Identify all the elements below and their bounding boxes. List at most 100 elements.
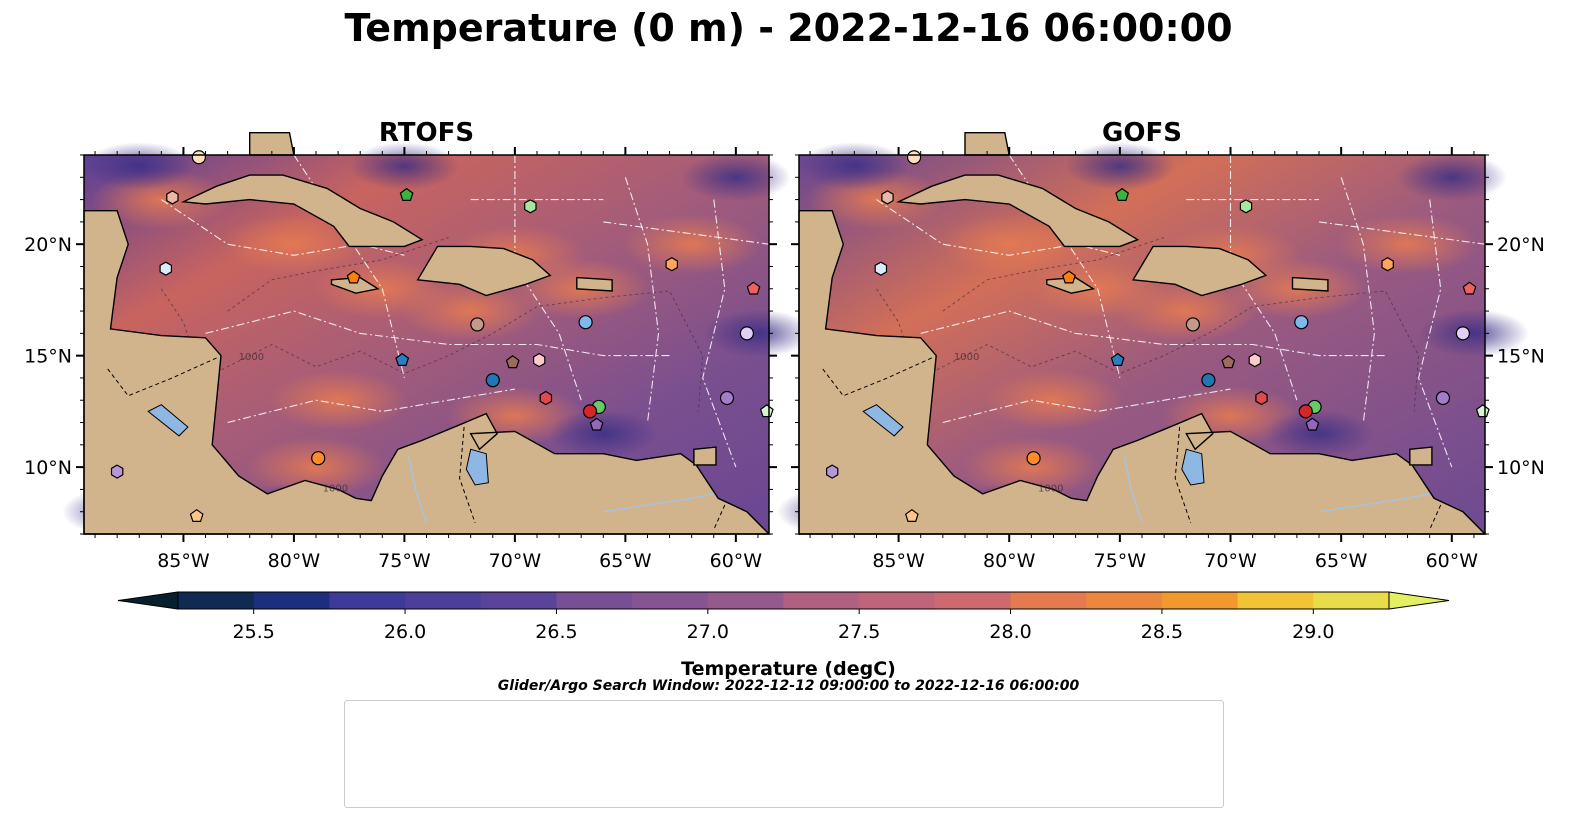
eez-boundary bbox=[205, 310, 670, 357]
float-marker-4903629 bbox=[1305, 417, 1320, 431]
colorbar-bin bbox=[1086, 592, 1163, 609]
x-tick-label: 85°W bbox=[157, 550, 210, 572]
float-marker-6903137 bbox=[166, 190, 179, 205]
land-hispaniola bbox=[1131, 245, 1268, 297]
colorbar-bin bbox=[480, 592, 558, 609]
float-marker-4903333 bbox=[399, 187, 414, 201]
eez-boundary bbox=[920, 310, 1386, 357]
country-border bbox=[459, 426, 476, 524]
float-marker-4903345 bbox=[524, 199, 537, 214]
eez-boundary bbox=[227, 388, 515, 424]
colorbar-extend-high bbox=[1388, 591, 1450, 610]
cool-anomaly bbox=[1264, 409, 1375, 458]
cool-anomaly bbox=[349, 142, 460, 191]
eez-boundary bbox=[514, 155, 582, 401]
float-marker-4902355 bbox=[665, 257, 679, 272]
lake bbox=[862, 404, 904, 437]
colorbar-tick-label: 27.5 bbox=[838, 621, 880, 643]
river bbox=[408, 455, 428, 524]
eez-boundary bbox=[624, 177, 660, 423]
y-tick-label: 10°N bbox=[1497, 457, 1545, 479]
colorbar-bin bbox=[1010, 592, 1087, 609]
cool-anomaly bbox=[1418, 309, 1529, 358]
float-marker-4902476 bbox=[904, 508, 919, 523]
land-trinidad bbox=[1409, 446, 1433, 466]
float-marker-6903135 bbox=[1221, 355, 1236, 369]
colorbar-tick-label: 28.5 bbox=[1141, 621, 1183, 643]
float-marker-4903347 bbox=[759, 404, 774, 418]
colorbar-bin bbox=[707, 592, 785, 609]
country-border bbox=[820, 357, 933, 397]
river bbox=[1123, 455, 1143, 524]
colorbar-bin bbox=[405, 592, 482, 609]
eez-boundary bbox=[1229, 155, 1298, 401]
colorbar-bin bbox=[178, 592, 255, 609]
cool-anomaly bbox=[799, 142, 910, 191]
cool-anomaly bbox=[84, 142, 195, 191]
x-tick-label: 65°W bbox=[1315, 550, 1368, 572]
float-marker-4903466 bbox=[1248, 352, 1262, 368]
colorbar-bin bbox=[1237, 592, 1314, 609]
land-central bbox=[83, 209, 771, 535]
warm-anomaly bbox=[268, 370, 409, 431]
contour-label: 1000 bbox=[954, 352, 979, 363]
float-marker-4902476 bbox=[189, 508, 204, 523]
land-trinidad bbox=[693, 446, 717, 466]
colorbar-label: Temperature (degC) bbox=[681, 658, 896, 680]
float-marker-4903352 bbox=[746, 281, 761, 295]
y-tick-label: 15°N bbox=[1497, 346, 1545, 368]
colorbar-bin bbox=[934, 592, 1012, 609]
colorbar-bin bbox=[1161, 592, 1239, 609]
eez-boundary bbox=[160, 199, 405, 256]
float-marker-6903136 bbox=[470, 317, 485, 332]
float-marker-3902457 bbox=[578, 315, 593, 330]
y-tick-label: 10°N bbox=[24, 457, 72, 479]
float-marker-4903237 bbox=[906, 150, 922, 165]
legend-box bbox=[344, 700, 1224, 808]
bathymetry-contour bbox=[160, 288, 195, 356]
float-marker-4903466 bbox=[532, 352, 546, 368]
y-tick-label: 15°N bbox=[24, 346, 72, 368]
warm-anomaly bbox=[961, 437, 1102, 498]
bathymetry-contour bbox=[920, 290, 1420, 412]
cool-anomaly bbox=[1064, 142, 1175, 191]
map-panel-rtofs: 1000 1000 85°W 80°W 75°W 70°W 65°W 60°W 20°N 15°N… bbox=[24, 131, 813, 572]
x-tick-label: 70°W bbox=[489, 550, 542, 572]
eez-boundary bbox=[1340, 177, 1375, 423]
cool-anomaly bbox=[548, 409, 659, 458]
warm-anomaly bbox=[223, 214, 364, 275]
x-tick-label: 75°W bbox=[1094, 550, 1147, 572]
float-marker-4901719 bbox=[346, 270, 361, 284]
eez-boundary bbox=[1418, 199, 1453, 468]
x-tick-label: 85°W bbox=[872, 550, 925, 572]
float-marker-4903347 bbox=[1475, 404, 1490, 418]
float-marker-4903350 bbox=[539, 390, 553, 406]
float-marker-4901719 bbox=[1062, 270, 1076, 284]
bathymetry-contour bbox=[205, 290, 704, 412]
y-tick-label: 20°N bbox=[24, 234, 72, 256]
colorbar-bin bbox=[632, 592, 709, 609]
cool-anomaly bbox=[1396, 153, 1507, 202]
float-marker-5906339 bbox=[1435, 390, 1451, 406]
float-marker-3902456 bbox=[1110, 352, 1125, 366]
river bbox=[1318, 493, 1430, 513]
land-hispaniola bbox=[416, 245, 552, 297]
warm-anomaly bbox=[939, 214, 1080, 275]
lake bbox=[465, 448, 489, 486]
lake bbox=[147, 404, 189, 437]
colorbar-tick-label: 26.0 bbox=[384, 621, 426, 643]
float-marker-6903135 bbox=[505, 355, 520, 369]
colorbar-extend-low bbox=[117, 591, 179, 610]
float-marker-6903137 bbox=[881, 190, 894, 205]
eez-boundary bbox=[603, 221, 770, 245]
float-marker-4903350 bbox=[1255, 390, 1268, 406]
x-tick-label: 60°W bbox=[710, 550, 763, 572]
eez-boundary bbox=[876, 199, 1121, 256]
float-marker-4901720 bbox=[1026, 451, 1041, 466]
float-marker-6902958 bbox=[739, 326, 755, 341]
float-marker-5906478 bbox=[825, 464, 839, 479]
colorbar: 25.5 26.0 26.5 27.0 27.5 28.0 28.5 29.0 bbox=[117, 591, 1450, 643]
float-marker-4901716 bbox=[159, 261, 172, 276]
colorbar-tick-label: 28.0 bbox=[989, 621, 1031, 643]
